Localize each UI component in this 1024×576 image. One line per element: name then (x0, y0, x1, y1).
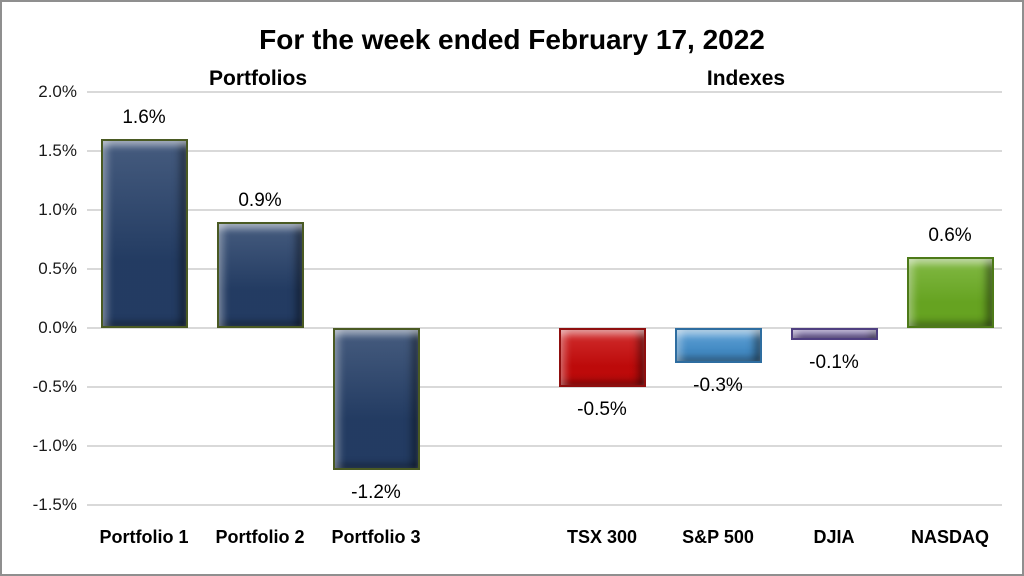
x-axis-label-portfolio-1: Portfolio 1 (99, 527, 189, 547)
y-axis-tick-1-0-: 1.0% (38, 200, 77, 219)
y-axis-tick-0-0-: 0.0% (38, 318, 77, 337)
bar-tsx-300 (559, 328, 646, 387)
data-label-portfolio-2: 0.9% (238, 190, 282, 211)
gridline-2-0- (87, 91, 1002, 93)
x-axis-label-tsx-300: TSX 300 (566, 527, 638, 547)
gridline--1-5- (87, 504, 1002, 506)
data-label-portfolio-3: -1.2% (351, 482, 401, 503)
group-label-portfolios: Portfolios (209, 67, 307, 90)
gridline-0-0- (87, 327, 1002, 329)
data-label-djia: -0.1% (809, 352, 859, 373)
bar-nasdaq (907, 257, 994, 328)
x-axis-label-djia: DJIA (813, 527, 855, 547)
group-label-indexes: Indexes (706, 67, 786, 90)
data-label-portfolio-1: 1.6% (122, 107, 166, 128)
x-axis-label-portfolio-3: Portfolio 3 (331, 527, 421, 547)
chart-title: For the week ended February 17, 2022 (259, 24, 765, 55)
bar-portfolio-2 (217, 222, 304, 328)
gridline--1-0- (87, 445, 1002, 447)
x-axis-label-portfolio-2: Portfolio 2 (215, 527, 305, 547)
y-axis-tick-2-0-: 2.0% (38, 82, 77, 101)
x-axis-label-s-p-500: S&P 500 (682, 527, 754, 547)
x-axis-label-nasdaq: NASDAQ (910, 527, 989, 547)
data-label-nasdaq: 0.6% (928, 225, 972, 246)
y-axis-tick-0-5-: 0.5% (38, 259, 77, 278)
y-axis-tick--1-0-: -1.0% (32, 436, 77, 455)
y-axis-tick-1-5-: 1.5% (38, 141, 77, 160)
bar-djia (791, 328, 878, 340)
bar-portfolio-3 (333, 328, 420, 470)
gridline-0-5- (87, 268, 1002, 270)
y-axis-tick--0-5-: -0.5% (32, 377, 77, 396)
bar-portfolio-1 (101, 139, 188, 328)
data-label-s-p-500: -0.3% (693, 375, 743, 396)
data-label-tsx-300: -0.5% (577, 399, 627, 420)
gridline--0-5- (87, 386, 1002, 388)
bar-s-p-500 (675, 328, 762, 363)
gridline-1-5- (87, 150, 1002, 152)
gridline-1-0- (87, 209, 1002, 211)
y-axis-tick--1-5-: -1.5% (32, 495, 77, 514)
